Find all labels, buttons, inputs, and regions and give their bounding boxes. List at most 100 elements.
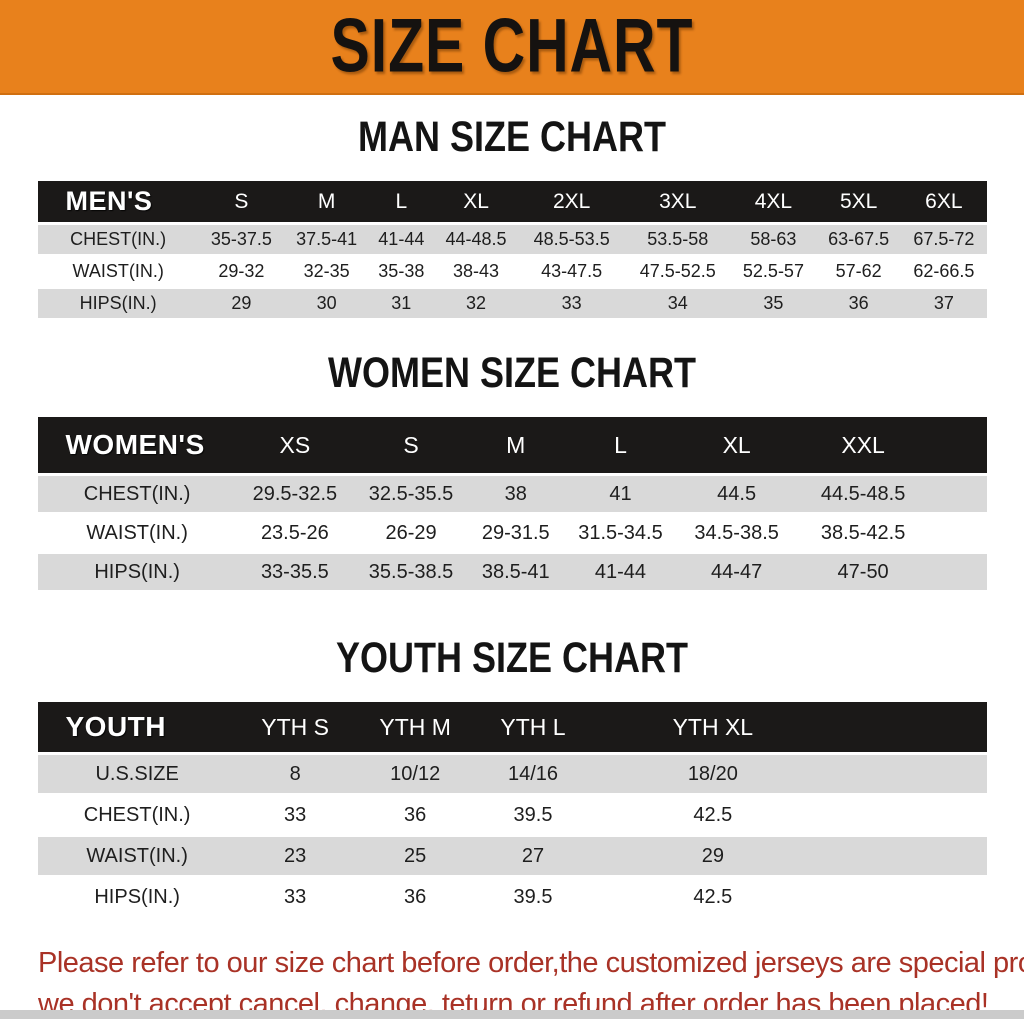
- size-value-cell: 26-29: [385, 521, 437, 544]
- size-value-cell: 25: [404, 844, 427, 867]
- size-value-cell: 32-35: [303, 261, 350, 281]
- row-label: U.S.SIZE: [95, 762, 179, 785]
- size-column-header: M: [469, 417, 563, 473]
- size-column-header: S: [352, 417, 470, 473]
- size-column-header: YTH L: [476, 702, 590, 752]
- row-label: HIPS(IN.): [94, 560, 180, 583]
- size-value-cell: 23: [284, 844, 307, 867]
- size-value-cell: 32.5-35.5: [368, 482, 454, 505]
- size-value-cell: 31: [391, 293, 412, 313]
- size-value-cell: 44-47: [711, 560, 763, 583]
- size-value-cell: 29-31.5: [481, 521, 550, 544]
- size-value-cell: 31.5-34.5: [578, 521, 663, 544]
- table-row: WAIST(IN.) 23 25 27 29: [37, 837, 987, 875]
- table-header-row: YOUTH YTH S YTH M YTH L YTH XL: [37, 702, 987, 752]
- size-value-cell: 52.5-57: [742, 261, 804, 281]
- size-value-cell: 48.5-53.5: [533, 229, 610, 249]
- size-value-cell: 10/12: [390, 762, 441, 785]
- youth-size-chart-section: YOUTH SIZE CHART YOUTH YTH S YTH M YTH L YTH…: [0, 633, 1024, 919]
- table-header-row: MEN'S S M L XL 2XL 3XL 4XL 5XL 6XL: [37, 181, 987, 222]
- men-size-table: MEN'S S M L XL 2XL 3XL 4XL 5XL 6XL CHEST(IN.) 35-37…: [37, 178, 987, 321]
- size-value-cell: 63-67.5: [828, 229, 890, 249]
- table-corner-label: WOMEN'S: [37, 417, 237, 473]
- size-value-cell: 41: [609, 482, 632, 505]
- table-corner-label: YOUTH: [37, 702, 237, 752]
- size-value-cell: 27: [521, 844, 545, 867]
- size-value-cell: 57-62: [835, 261, 882, 281]
- size-column-header: L: [562, 417, 679, 473]
- man-section-heading: MAN SIZE CHART: [358, 112, 666, 161]
- size-column-header: YTH XL: [589, 702, 987, 752]
- youth-section-heading: YOUTH SIZE CHART: [335, 633, 688, 682]
- size-column-header: XL: [433, 181, 519, 222]
- size-value-cell: 38-43: [453, 261, 500, 281]
- size-column-header: S: [198, 181, 285, 222]
- size-value-cell: 37: [933, 293, 954, 313]
- size-value-cell: 39.5: [513, 803, 553, 826]
- table-row: HIPS(IN.) 33-35.5 35.5-38.5 38.5-41 41-44 44-…: [37, 554, 987, 590]
- table-row: HIPS(IN.) 33 36 39.5 42.5: [37, 878, 987, 916]
- size-value-cell: 36: [404, 885, 427, 908]
- table-row: WAIST(IN.) 23.5-26 26-29 29-31.5 31.5-34.5 34…: [37, 515, 987, 551]
- size-column-header: L: [369, 181, 434, 222]
- size-value-cell: 33: [284, 885, 307, 908]
- size-column-header: 6XL: [901, 181, 987, 222]
- row-label: WAIST(IN.): [72, 261, 164, 281]
- size-column-header: 2XL: [518, 181, 625, 222]
- youth-size-table: YOUTH YTH S YTH M YTH L YTH XL U.S.SIZE 8 10/12…: [37, 699, 987, 919]
- size-column-header: M: [284, 181, 370, 222]
- size-value-cell: 36: [848, 293, 869, 313]
- size-column-header: XS: [236, 417, 353, 473]
- disclaimer-line-1: Please refer to our size chart before or…: [38, 947, 1024, 979]
- man-size-chart-section: MAN SIZE CHART MEN'S S M L XL 2XL 3XL 4XL 5XL 6XL…: [0, 112, 1024, 321]
- size-column-header: YTH M: [353, 702, 477, 752]
- size-column-header: 3XL: [624, 181, 731, 222]
- size-value-cell: 35-38: [378, 261, 425, 281]
- table-row: CHEST(IN.) 29.5-32.5 32.5-35.5 38 41 44.5 44.5…: [37, 476, 987, 512]
- size-value-cell: 29: [231, 293, 252, 313]
- size-value-cell: 58-63: [750, 229, 797, 249]
- size-value-cell: 67.5-72: [913, 229, 975, 249]
- bottom-gray-strip: [0, 1010, 1024, 1019]
- size-value-cell: 8: [289, 762, 301, 785]
- table-row: WAIST(IN.) 29-32 32-35 35-38 38-43 43-47.5 47.…: [37, 257, 987, 286]
- row-label: CHEST(IN.): [83, 803, 191, 826]
- row-label: WAIST(IN.): [86, 521, 188, 544]
- size-value-cell: 41-44: [378, 229, 425, 249]
- size-value-cell: 47-50: [837, 560, 889, 583]
- size-value-cell: 33: [284, 803, 307, 826]
- size-value-cell: 44.5-48.5: [820, 482, 906, 505]
- size-column-header: XL: [678, 417, 795, 473]
- size-value-cell: 23.5-26: [260, 521, 329, 544]
- row-label: HIPS(IN.): [94, 885, 180, 908]
- size-value-cell: 44-48.5: [445, 229, 507, 249]
- size-value-cell: 43-47.5: [541, 261, 603, 281]
- size-value-cell: 37.5-41: [296, 229, 358, 249]
- size-value-cell: 41-44: [594, 560, 647, 583]
- size-column-header: 4XL: [730, 181, 817, 222]
- size-value-cell: 33-35.5: [260, 560, 329, 583]
- table-header-row: WOMEN'S XS S M L XL XXL: [37, 417, 987, 473]
- size-value-cell: 35-37.5: [210, 229, 272, 249]
- table-row: CHEST(IN.) 33 36 39.5 42.5: [37, 796, 987, 834]
- table-row: CHEST(IN.) 35-37.5 37.5-41 41-44 44-48.5 48.5…: [37, 225, 987, 254]
- row-label: CHEST(IN.): [83, 482, 191, 505]
- size-value-cell: 32: [466, 293, 487, 313]
- size-column-header: 5XL: [816, 181, 902, 222]
- size-value-cell: 38.5-41: [481, 560, 550, 583]
- size-value-cell: 62-66.5: [913, 261, 975, 281]
- size-chart-banner: SIZE CHART: [0, 0, 1024, 95]
- page-title: SIZE CHART: [330, 4, 694, 89]
- size-value-cell: 38: [504, 482, 527, 505]
- women-size-table: WOMEN'S XS S M L XL XXL CHEST(IN.) 29.5-32.5 32.5…: [37, 414, 987, 593]
- size-value-cell: 14/16: [507, 762, 559, 785]
- size-value-cell: 33: [561, 293, 582, 313]
- size-value-cell: 42.5: [693, 885, 733, 908]
- size-value-cell: 42.5: [693, 803, 733, 826]
- size-column-header: XXL: [794, 417, 987, 473]
- size-value-cell: 34.5-38.5: [694, 521, 779, 544]
- women-section-heading: WOMEN SIZE CHART: [328, 348, 696, 397]
- size-value-cell: 38.5-42.5: [820, 521, 906, 544]
- table-row: HIPS(IN.) 29 30 31 32 33 34 35 36 37: [37, 289, 987, 318]
- size-value-cell: 30: [316, 293, 337, 313]
